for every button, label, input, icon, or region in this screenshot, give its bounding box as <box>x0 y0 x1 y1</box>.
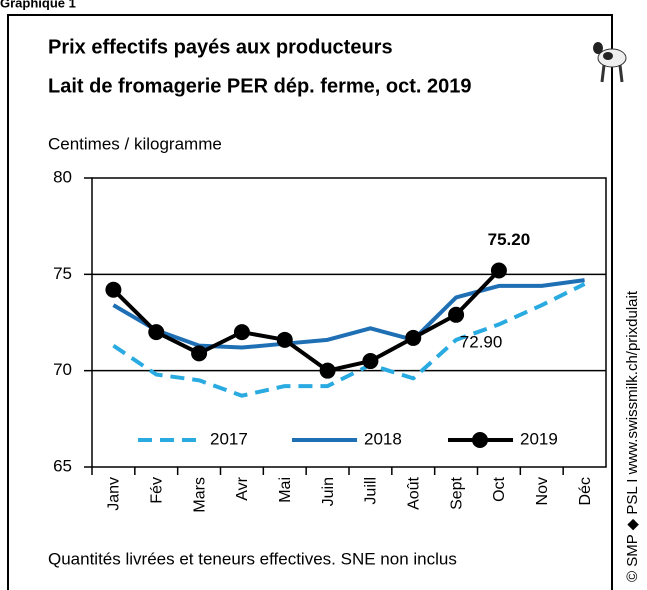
y-tick-label: 75 <box>53 264 72 283</box>
x-tick-label: Oct <box>491 476 508 501</box>
point-marker <box>148 324 165 341</box>
series-line <box>112 269 501 373</box>
plot-area <box>91 177 607 468</box>
chart-subtitle: Lait de fromagerie PER dép. ferme, oct. … <box>48 75 471 97</box>
legend-label: 2019 <box>520 429 558 448</box>
point-marker <box>448 306 465 323</box>
series-line <box>112 282 586 398</box>
point-marker <box>362 353 379 370</box>
x-tick-label: Fév <box>148 477 165 504</box>
chart-title: Prix effectifs payés aux producteurs <box>48 36 393 58</box>
cow-icon <box>593 42 627 83</box>
x-tick-label: Janv <box>106 477 123 511</box>
legend-marker <box>472 432 488 448</box>
point-marker <box>276 331 293 348</box>
series-line <box>112 278 585 350</box>
figure-label: Graphique 1 <box>0 0 76 10</box>
legend-label: 2017 <box>210 429 248 448</box>
x-tick-label: Déc <box>577 477 594 505</box>
y-tick-label: 80 <box>53 167 72 186</box>
point-marker <box>233 324 250 341</box>
point-marker <box>191 345 208 362</box>
data-label: 75.20 <box>488 230 531 249</box>
legend-label: 2018 <box>364 429 402 448</box>
frame <box>7 14 613 590</box>
point-marker <box>405 329 422 346</box>
point-marker <box>319 362 336 379</box>
x-tick-label: Nov <box>534 477 551 505</box>
data-label: 72.90 <box>460 332 503 351</box>
point-marker <box>490 262 507 279</box>
x-tick-label: Mai <box>277 477 294 503</box>
y-tick-label: 65 <box>53 456 72 475</box>
x-tick-label: Août <box>405 476 422 509</box>
point-marker <box>105 281 122 298</box>
y-tick-label: 70 <box>53 360 72 379</box>
x-tick-label: Mars <box>191 477 208 513</box>
x-tick-label: Sept <box>448 476 465 509</box>
footnote: Quantités livrées et teneurs effectives.… <box>48 549 457 568</box>
x-tick-label: Juin <box>320 477 337 506</box>
source: © SMP ◆ PSL I www.swissmilk.ch/prixdulai… <box>624 290 641 582</box>
y-axis-label: Centimes / kilogramme <box>48 134 222 153</box>
x-tick-label: Avr <box>234 476 251 500</box>
x-tick-label: Juill <box>363 477 380 505</box>
